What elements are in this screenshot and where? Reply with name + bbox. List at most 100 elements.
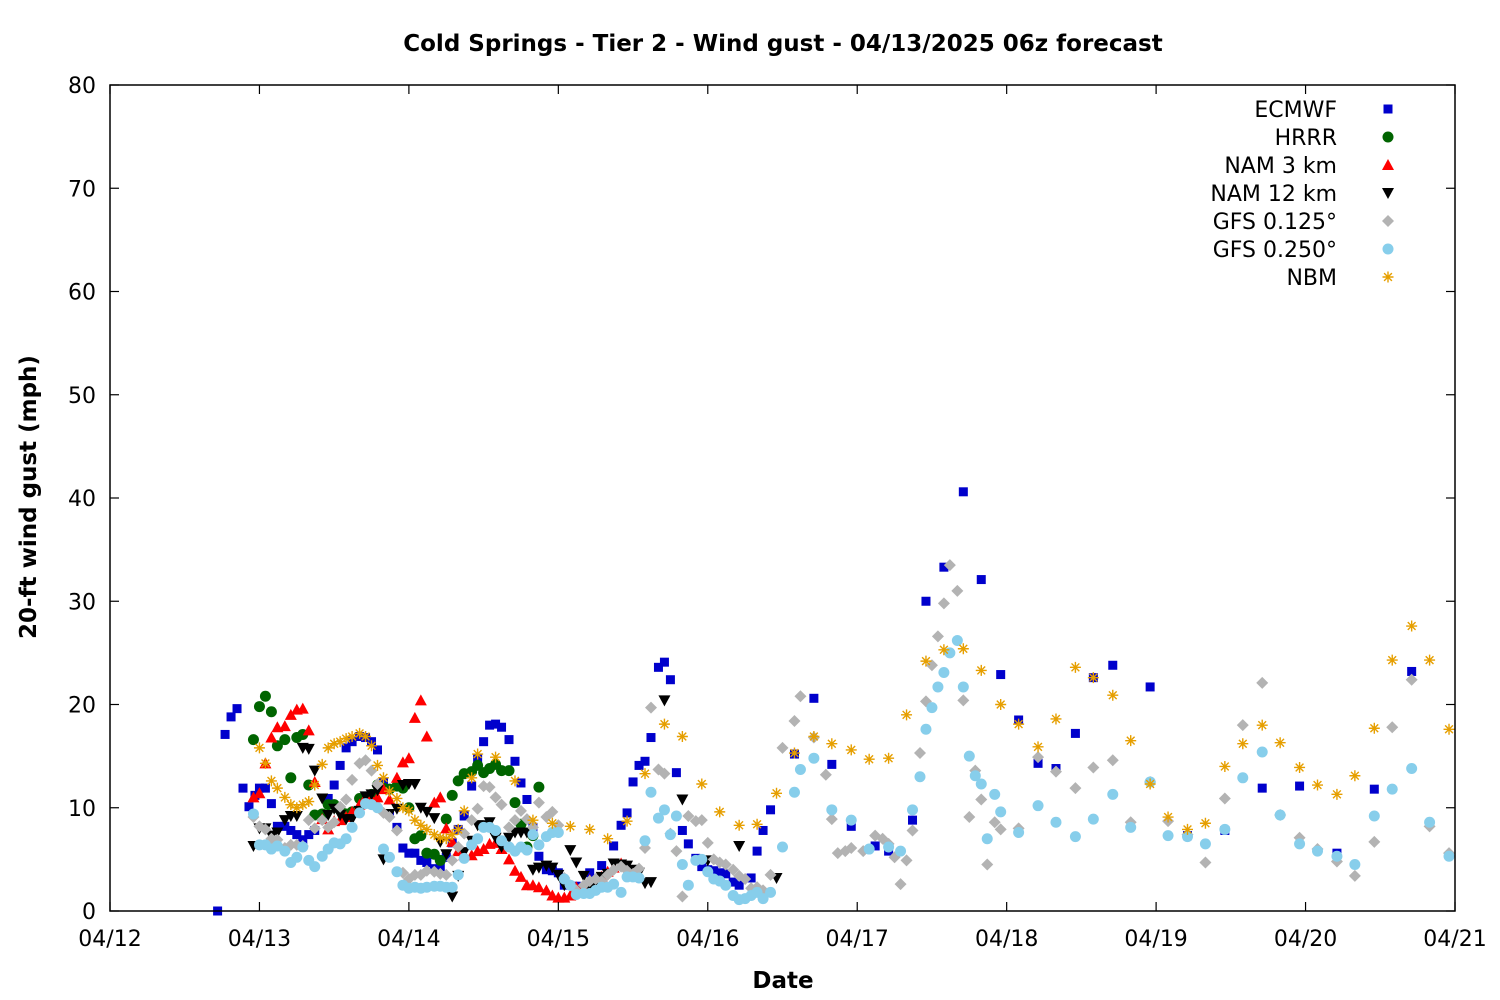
data-point [514,870,527,882]
data-point [533,781,545,793]
data-point [963,750,975,762]
data-point [322,742,334,754]
data-point [1032,751,1045,764]
data-point [932,681,944,693]
data-point [969,770,981,782]
data-point [1199,856,1212,869]
data-point [428,829,440,841]
data-point [540,884,553,896]
data-point [341,743,351,753]
data-point [715,868,725,878]
data-point [259,690,271,702]
data-point [440,833,452,845]
data-point [296,702,309,714]
y-axis-label: 20-ft wind gust (mph) [16,355,42,639]
data-point [1032,800,1044,812]
data-point [1087,813,1099,825]
data-point [758,825,768,835]
data-point [285,799,297,811]
data-point [644,877,657,889]
legend-label: NAM 3 km [1224,154,1337,179]
data-point [383,785,395,797]
data-point [259,823,272,836]
data-point [1087,761,1100,774]
y-tick-label: 80 [68,74,96,99]
data-point [260,783,270,793]
data-point [664,829,676,841]
data-point [340,833,352,845]
data-point [253,787,266,799]
data-point [414,802,427,814]
data-point [883,752,895,764]
data-point [471,802,484,815]
data-point [951,634,963,646]
data-point [272,821,282,831]
data-point [284,708,297,720]
data-point [1294,761,1306,773]
data-point [247,791,260,803]
data-point [602,833,614,845]
data-point [532,881,545,893]
data-point [1013,827,1025,839]
data-point [522,794,532,804]
data-point [391,792,403,804]
data-point [247,734,259,746]
data-point [309,779,321,791]
x-tick-label: 04/18 [975,927,1038,952]
data-point [1125,821,1137,833]
data-point [1236,719,1249,732]
data-point [371,785,384,797]
data-point [963,811,976,824]
data-point [297,799,309,811]
data-point [271,782,283,794]
data-point [659,657,669,667]
data-point [920,723,932,735]
data-point [434,832,446,844]
data-point [913,747,926,760]
data-point [883,841,895,853]
data-point [546,817,558,829]
data-point [552,827,564,839]
y-tick-label: 60 [68,281,96,306]
data-point [1386,654,1398,666]
data-point [334,809,347,821]
data-point [335,760,345,770]
data-point [452,869,464,881]
data-point [585,868,595,878]
data-point [496,835,508,847]
data-point [446,789,458,801]
y-tick-label: 70 [68,177,96,202]
data-point [845,814,857,826]
data-point [696,853,708,865]
data-point [734,880,744,890]
data-point [1348,869,1361,882]
data-point [340,793,353,806]
data-point [458,805,470,817]
data-point [292,830,302,840]
data-point [346,821,358,833]
data-point [308,765,321,777]
data-point [508,814,521,827]
data-point [372,759,384,771]
data-point [302,743,315,755]
data-point [291,851,303,863]
data-point [1406,620,1418,632]
data-point [1069,782,1082,795]
data-point [279,734,291,746]
data-point [253,742,265,754]
data-point [701,836,714,849]
x-tick-label: 04/17 [826,927,889,952]
data-point [870,841,880,851]
data-point [995,806,1007,818]
data-point [253,701,265,713]
data-point [695,814,708,827]
data-point [957,681,969,693]
data-point [788,747,800,759]
data-point [609,841,619,851]
data-point [676,731,688,743]
data-point [777,841,788,853]
data-point [428,796,441,808]
data-point [509,775,521,787]
data-point [383,851,395,863]
data-point [616,820,626,830]
